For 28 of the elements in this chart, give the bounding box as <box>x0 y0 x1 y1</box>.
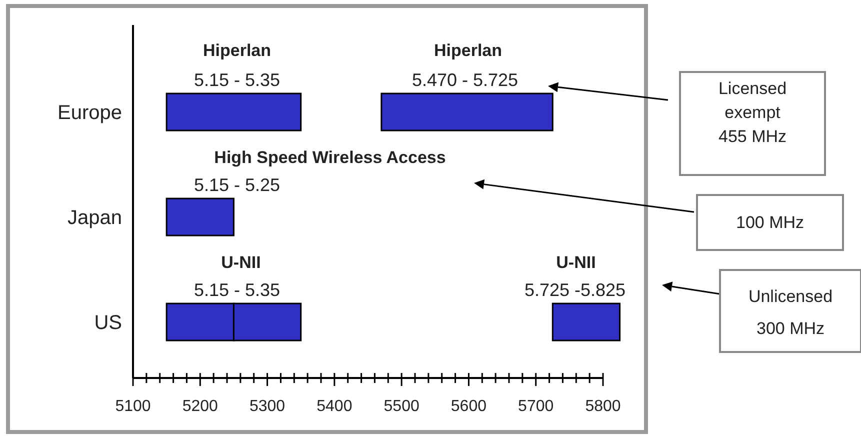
annotation: 5.15 - 5.35 <box>194 280 280 300</box>
bar <box>552 302 621 342</box>
annotation: U-NII <box>221 253 261 272</box>
annotation: 5.725 -5.825 <box>524 280 626 300</box>
bar <box>166 92 302 132</box>
x-tick-label: 5300 <box>249 398 286 415</box>
x-tick-label: 5600 <box>450 398 487 415</box>
x-tick-label: 5500 <box>384 398 420 415</box>
x-tick-label: 5100 <box>115 398 151 415</box>
annotation: Hiperlan <box>434 41 502 60</box>
text: 100 MHz <box>736 213 804 232</box>
x-tick-label: 5800 <box>585 398 621 415</box>
y-tick-label: US <box>94 312 122 334</box>
x-tick-label: 5400 <box>316 398 352 415</box>
annotation: Hiperlan <box>202 41 272 60</box>
text: Unlicensed 300 MHz <box>748 287 833 338</box>
annotation: 5.15 - 5.35 <box>194 70 280 90</box>
bar <box>166 198 234 236</box>
y-tick-label: Japan <box>68 207 122 229</box>
annotation: 5.15 - 5.25 <box>194 175 280 195</box>
annotation: High Speed Wireless Access <box>214 148 446 167</box>
y-tick-label: Europe <box>58 102 122 124</box>
annotation: U-NII <box>556 253 596 272</box>
text: Licensed exempt 455 MHz <box>718 79 787 146</box>
x-tick-label: 5700 <box>518 398 554 415</box>
bar <box>380 92 554 132</box>
x-tick-label: 5200 <box>182 398 218 415</box>
annotation: 5.470 - 5.725 <box>412 70 518 90</box>
